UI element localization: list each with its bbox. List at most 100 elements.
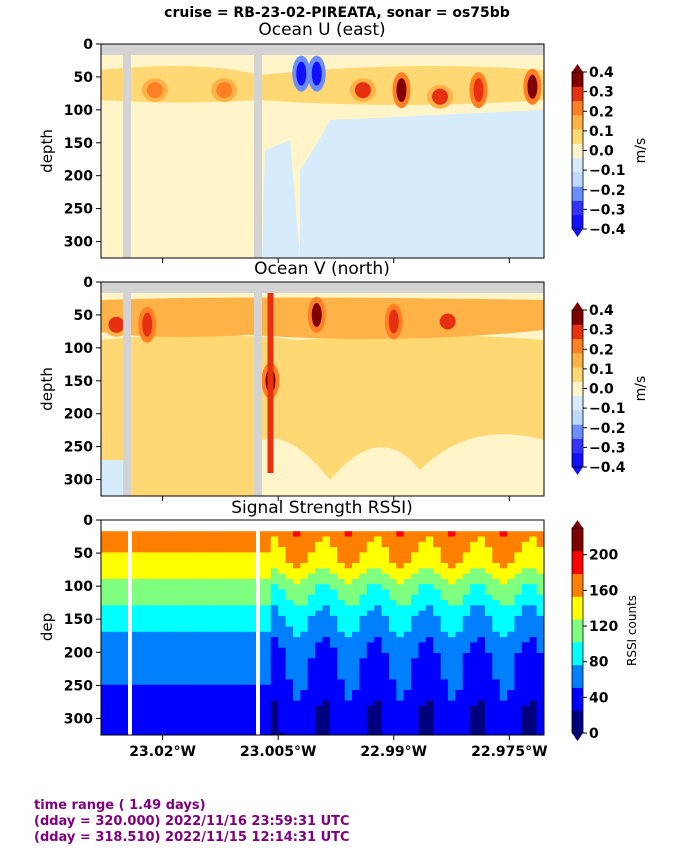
rssi-cell (248, 563, 257, 569)
rssi-cell (226, 536, 235, 543)
rssi-cell (189, 716, 198, 723)
rssi-cell (278, 631, 287, 638)
rssi-cell (418, 531, 427, 538)
rssi-cell (174, 631, 183, 638)
rssi-cell (152, 552, 161, 559)
rssi-cell (204, 557, 213, 564)
rssi-cell (507, 557, 516, 564)
rssi-cell (248, 674, 257, 681)
rssi-cell (521, 690, 530, 696)
rssi-cell (477, 600, 486, 606)
rssi-cell (204, 716, 213, 723)
colorbar-tick-label: 0.3 (589, 85, 614, 101)
rssi-cell (226, 626, 235, 633)
panel-rssi: Signal Strength RSSI) dep 05010015020025… (38, 498, 639, 760)
rssi-cell (167, 568, 176, 575)
rssi-cell (189, 700, 198, 707)
rssi-cell (529, 541, 538, 548)
rssi-cell (219, 605, 228, 612)
rssi-cell (337, 531, 346, 538)
rssi-cell (248, 626, 257, 633)
rssi-cell (455, 589, 464, 596)
rssi-cell (329, 547, 338, 554)
rssi-cell (167, 547, 176, 554)
rssi-cell (145, 716, 154, 723)
rssi-cell (300, 668, 309, 675)
rssi-cell (507, 621, 516, 628)
rssi-cell (174, 573, 183, 580)
rssi-cell (108, 647, 117, 654)
rssi-cell (174, 695, 183, 702)
rssi-cell (529, 658, 538, 665)
rssi-cell (211, 541, 220, 548)
rssi-cell (344, 541, 353, 548)
rssi-cell (499, 610, 508, 617)
rssi-cell (433, 541, 442, 548)
rssi-cell (307, 600, 316, 606)
rssi-cell (115, 621, 124, 628)
rssi-cell (374, 531, 383, 538)
rssi-cell (145, 711, 154, 718)
rssi-cell (403, 716, 412, 723)
rssi-cell (388, 547, 397, 554)
rssi-cell (233, 652, 242, 659)
rssi-cell (189, 668, 198, 675)
rssi-cell (233, 684, 242, 691)
rssi-cell (381, 674, 390, 681)
rssi-cell (536, 594, 544, 601)
rssi-cell (388, 557, 397, 564)
rssi-cell (204, 541, 213, 548)
rssi-cell (101, 738, 109, 744)
rssi-cell (285, 695, 294, 702)
rssi-cell (256, 668, 265, 675)
rssi-cell (388, 637, 397, 643)
rssi-cell (329, 573, 338, 580)
rssi-cell (514, 541, 523, 548)
rssi-cell (366, 594, 375, 601)
rssi-cell (484, 626, 493, 633)
rssi-cell (270, 563, 279, 569)
rssi-cell (300, 631, 309, 638)
rssi-cell (233, 600, 242, 606)
rssi-cell (388, 615, 397, 622)
rssi-cell (381, 626, 390, 633)
rssi-cell (529, 568, 538, 575)
rssi-cell (182, 621, 191, 628)
rssi-cell (470, 600, 479, 606)
rssi-cell (536, 578, 544, 585)
rssi-cell (115, 610, 124, 617)
rssi-cell (204, 642, 213, 649)
rssi-cell (211, 631, 220, 638)
rssi-cell (374, 700, 383, 707)
rssi-cell (137, 552, 146, 559)
rssi-cell (366, 541, 375, 548)
rssi-cell (492, 716, 501, 723)
rssi-cell (374, 594, 383, 601)
rssi-cell (322, 594, 331, 601)
rssi-cell (315, 605, 324, 612)
rssi-cell (152, 690, 161, 696)
rssi-cell (433, 711, 442, 718)
rssi-cell (433, 732, 442, 735)
rssi-cell (529, 679, 538, 686)
rssi-cell (130, 705, 139, 712)
rssi-cell (396, 658, 405, 665)
rssi-cell (263, 705, 272, 712)
panel-ocean-v: Ocean V (north) depth 050100150200250300… (38, 259, 649, 501)
rssi-cell (115, 615, 124, 622)
rssi-cell (536, 552, 544, 559)
rssi-cell (145, 727, 154, 733)
rssi-cell (241, 589, 250, 596)
rssi-cell (396, 584, 405, 591)
rssi-cell (536, 573, 544, 580)
rssi-cell (381, 705, 390, 712)
rssi-cell (433, 610, 442, 617)
rssi-cell (477, 647, 486, 654)
rssi-cell (484, 605, 493, 612)
rssi-cell (477, 674, 486, 681)
rssi-cell (248, 637, 257, 643)
rssi-cell (455, 732, 464, 735)
rssi-cell (160, 721, 169, 728)
rssi-cell (130, 605, 139, 612)
